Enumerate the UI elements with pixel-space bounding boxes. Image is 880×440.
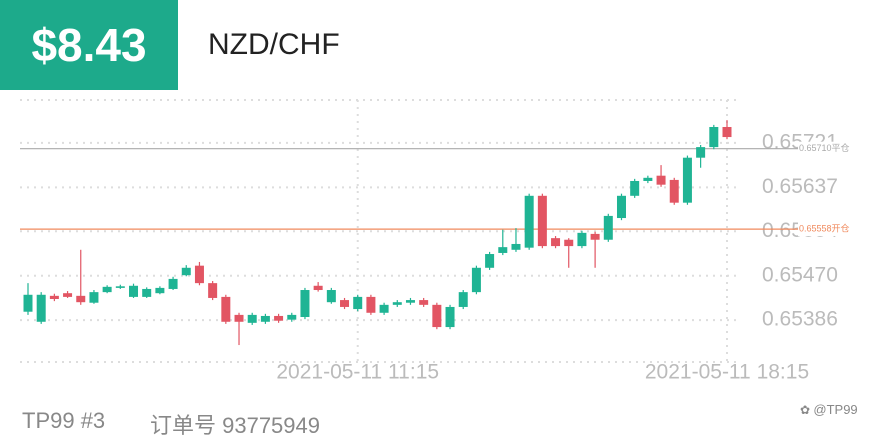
candle-body: [221, 296, 231, 322]
candle-body: [76, 295, 86, 303]
candle-body: [722, 126, 732, 138]
candle-body: [129, 285, 139, 297]
candle-body: [49, 295, 59, 300]
account: TP99 #3: [22, 408, 106, 433]
candle-body: [616, 195, 626, 219]
candle-body: [524, 195, 534, 248]
candle-body: [696, 147, 706, 158]
candle-body: [181, 267, 191, 276]
candle-body: [115, 286, 125, 288]
x-tick-label: 2021-05-11 11:15: [276, 361, 439, 384]
candle-body: [353, 296, 363, 310]
candle-body: [458, 292, 468, 307]
candle-body: [89, 292, 99, 303]
candle-body: [630, 180, 640, 196]
candle-body: [63, 293, 73, 297]
chart: 0.653860.654700.655540.656370.657212021-…: [20, 99, 860, 384]
candle-body: [142, 288, 152, 297]
reference-label: 0.65710平仓: [799, 142, 850, 153]
candle-body: [155, 287, 165, 294]
candle-body: [564, 239, 574, 247]
watermark: ✿ @TP99: [800, 402, 858, 417]
order-number: 订单号 93775949: [150, 413, 320, 438]
candle-body: [485, 254, 495, 268]
candle-body: [168, 278, 178, 289]
candle-body: [603, 215, 613, 240]
candle-body: [551, 238, 561, 247]
candle-body: [340, 300, 350, 307]
candle-body: [682, 157, 692, 203]
candle-body: [511, 243, 521, 250]
candle-body: [247, 314, 257, 323]
candle-body: [194, 265, 204, 284]
candle-body: [445, 306, 455, 328]
candle-body: [392, 302, 402, 305]
candle-body: [23, 294, 33, 312]
candle-body: [537, 195, 547, 247]
candle-body: [313, 285, 323, 291]
candle-body: [300, 290, 310, 318]
candle-body: [577, 232, 587, 247]
x-tick-label: 2021-05-11 18:15: [645, 361, 809, 384]
reference-label-bg: [798, 141, 860, 156]
watermark-text: @TP99: [813, 402, 858, 417]
candle-body: [326, 290, 336, 303]
candle-body: [432, 304, 442, 328]
symbol: NZD/CHF: [208, 28, 340, 61]
candle-body: [274, 315, 284, 321]
candle-body: [102, 286, 112, 293]
candle-body: [656, 175, 666, 185]
candle-body: [379, 304, 389, 313]
candle-body: [590, 233, 600, 240]
reference-label: 0.65558开仓: [799, 223, 850, 234]
candle-body: [405, 300, 415, 303]
amount-badge: $8.43: [0, 0, 178, 90]
candle-body: [498, 247, 508, 253]
y-tick-label: 0.65470: [762, 263, 838, 286]
candle-body: [36, 294, 46, 322]
reference-label-bg: [798, 222, 860, 237]
candle-body: [260, 315, 270, 322]
candle-body: [643, 177, 653, 181]
candle-body: [287, 314, 297, 320]
icon: ✿: [800, 403, 814, 417]
candle-body: [366, 296, 376, 313]
y-tick-label: 0.65386: [762, 308, 838, 331]
candle-body: [709, 126, 719, 148]
candle-body: [419, 300, 429, 305]
candle-body: [669, 179, 679, 203]
candle-body: [208, 283, 218, 298]
candle-body: [471, 267, 481, 293]
y-tick-label: 0.65637: [762, 175, 838, 198]
candle-body: [234, 314, 244, 322]
